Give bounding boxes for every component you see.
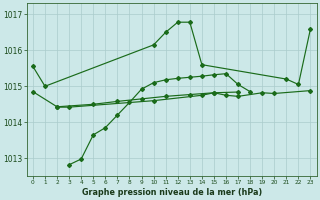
X-axis label: Graphe pression niveau de la mer (hPa): Graphe pression niveau de la mer (hPa): [82, 188, 262, 197]
